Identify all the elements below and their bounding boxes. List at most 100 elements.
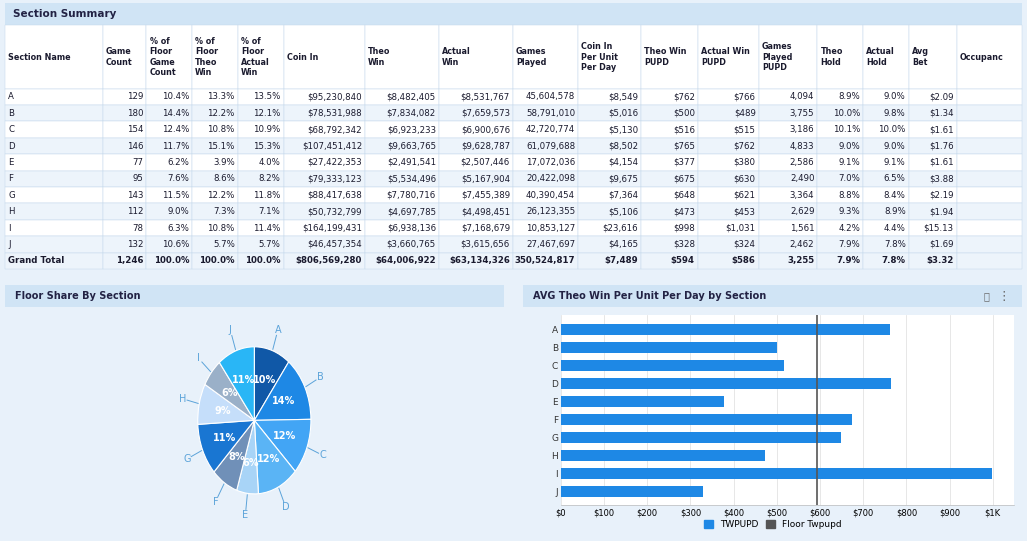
Bar [283,170,365,187]
Bar [863,138,909,154]
Bar [863,187,909,203]
Text: 3,255: 3,255 [788,256,814,265]
Bar [863,236,909,253]
Text: 13.5%: 13.5% [253,93,280,101]
Bar [5,253,103,269]
Bar [238,253,283,269]
Text: Actual Win
PUPD: Actual Win PUPD [700,47,750,67]
Text: 7.1%: 7.1% [259,207,280,216]
Text: $453: $453 [733,207,756,216]
Bar [147,203,192,220]
Text: $6,900,676: $6,900,676 [461,125,510,134]
Text: 9.0%: 9.0% [884,142,906,150]
Bar [365,25,439,89]
Text: $516: $516 [673,125,695,134]
Bar [147,220,192,236]
Bar [103,138,147,154]
Bar [697,203,759,220]
Bar [641,187,697,203]
Text: $1.61: $1.61 [929,158,954,167]
Text: Actual
Hold: Actual Hold [866,47,895,67]
Text: $630: $630 [733,174,756,183]
Bar [439,187,512,203]
Text: $2.09: $2.09 [929,93,954,101]
Bar [147,105,192,122]
Bar [817,170,863,187]
Bar [956,203,1022,220]
Text: 100.0%: 100.0% [199,256,235,265]
Bar [641,203,697,220]
Bar [365,89,439,105]
Bar [439,138,512,154]
Bar [439,220,512,236]
Text: 1,246: 1,246 [116,256,144,265]
Bar [147,187,192,203]
Bar [697,25,759,89]
Bar [956,138,1022,154]
Text: ⋮: ⋮ [997,289,1010,302]
Text: $50,732,799: $50,732,799 [307,207,363,216]
Bar [5,170,103,187]
Text: 132: 132 [127,240,144,249]
Legend: TWPUPD, Floor Twpupd: TWPUPD, Floor Twpupd [700,516,845,532]
Text: 9.0%: 9.0% [167,207,189,216]
Text: 143: 143 [127,191,144,200]
Bar [697,105,759,122]
Bar [192,236,238,253]
Bar [697,187,759,203]
Text: $3,660,765: $3,660,765 [387,240,436,249]
Text: 61,079,688: 61,079,688 [526,142,575,150]
Bar [578,138,641,154]
Text: $1.61: $1.61 [929,125,954,134]
Bar [283,253,365,269]
Text: 26,123,355: 26,123,355 [526,207,575,216]
Bar [5,25,103,89]
Bar [103,154,147,170]
Bar [817,236,863,253]
Text: $27,422,353: $27,422,353 [307,158,363,167]
Text: $4,697,785: $4,697,785 [387,207,436,216]
Bar [863,203,909,220]
Bar [578,105,641,122]
Bar [147,253,192,269]
Bar [817,25,863,89]
Bar [524,285,1022,307]
Text: $95,230,840: $95,230,840 [307,93,363,101]
Bar [863,154,909,170]
Bar [5,187,103,203]
Text: 10.9%: 10.9% [254,125,280,134]
Bar [863,170,909,187]
Bar [956,25,1022,89]
Bar [697,253,759,269]
Text: 350,524,817: 350,524,817 [515,256,575,265]
Bar [759,138,817,154]
Bar [439,253,512,269]
Bar [512,154,578,170]
Text: $4,154: $4,154 [608,158,638,167]
Text: 13.3%: 13.3% [207,93,235,101]
Bar [909,154,956,170]
Text: $7,455,389: $7,455,389 [461,191,510,200]
Text: F: F [8,174,13,183]
Text: 95: 95 [132,174,144,183]
Text: 10.1%: 10.1% [833,125,860,134]
Bar [283,203,365,220]
Bar [759,25,817,89]
Text: 4.4%: 4.4% [884,223,906,233]
Text: 9.3%: 9.3% [838,207,860,216]
Text: Section Summary: Section Summary [13,9,117,19]
Text: $2,491,541: $2,491,541 [387,158,436,167]
Bar [103,122,147,138]
Text: $1.76: $1.76 [929,142,954,150]
Text: 14.4%: 14.4% [161,109,189,118]
Bar [909,220,956,236]
Bar [909,138,956,154]
Text: % of
Floor
Theo
Win: % of Floor Theo Win [195,37,219,77]
Text: 8.8%: 8.8% [838,191,860,200]
Text: $46,457,354: $46,457,354 [307,240,363,249]
Text: $3,615,656: $3,615,656 [461,240,510,249]
Text: $64,006,922: $64,006,922 [375,256,436,265]
Text: $324: $324 [733,240,756,249]
Bar [439,89,512,105]
Bar [192,89,238,105]
